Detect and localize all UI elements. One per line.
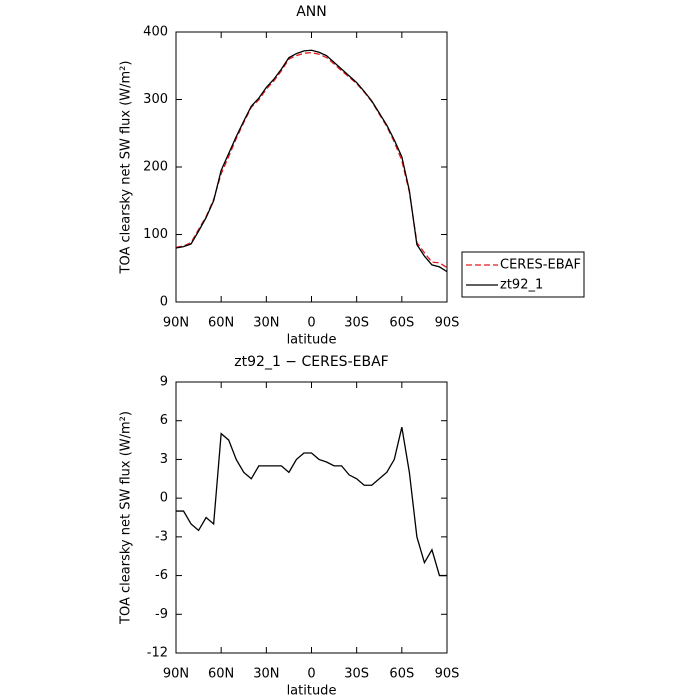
y-tick-label: 400 [143, 25, 168, 40]
x-tick-label: 90S [435, 316, 460, 331]
x-tick-label: 60S [389, 667, 414, 682]
y-tick-label: 100 [143, 227, 168, 242]
x-axis-label: latitude [287, 333, 337, 348]
chart-title: ANN [296, 4, 327, 20]
x-tick-label: 0 [307, 316, 315, 331]
y-tick-label: 3 [160, 452, 168, 467]
data-line [176, 427, 447, 577]
y-tick-label: 9 [160, 375, 168, 390]
x-tick-label: 30S [344, 667, 369, 682]
x-tick-label: 60N [208, 667, 234, 682]
x-tick-label: 90S [435, 667, 460, 682]
x-tick-label: 30N [253, 316, 279, 331]
y-tick-label: 0 [160, 491, 168, 506]
x-tick-label: 60N [208, 316, 234, 331]
y-tick-label: 6 [160, 413, 168, 428]
y-axis-label: TOA clearsky net SW flux (W/m²) [119, 411, 134, 625]
legend-label: zt92_1 [500, 278, 543, 293]
x-axis-label: latitude [287, 684, 337, 699]
x-tick-label: 90N [163, 667, 189, 682]
y-tick-label: 0 [160, 295, 168, 310]
x-tick-label: 0 [307, 667, 315, 682]
plot-frame [175, 31, 448, 303]
chart-title: zt92_1 − CERES-EBAF [234, 354, 388, 370]
y-tick-label: 300 [143, 92, 168, 107]
y-tick-label: -9 [155, 607, 168, 622]
y-tick-label: -6 [155, 568, 168, 583]
legend-label: CERES-EBAF [500, 258, 581, 273]
y-axis-label: TOA clearsky net SW flux (W/m²) [119, 61, 134, 275]
x-tick-label: 60S [389, 316, 414, 331]
plot-frame [175, 381, 448, 654]
y-tick-label: -3 [155, 529, 168, 544]
y-tick-label: -12 [147, 646, 168, 661]
x-tick-label: 30S [344, 316, 369, 331]
y-tick-label: 200 [143, 160, 168, 175]
x-tick-label: 90N [163, 316, 189, 331]
data-line [175, 49, 448, 273]
x-tick-label: 30N [253, 667, 279, 682]
legend-box [461, 251, 585, 298]
data-line [175, 51, 448, 269]
